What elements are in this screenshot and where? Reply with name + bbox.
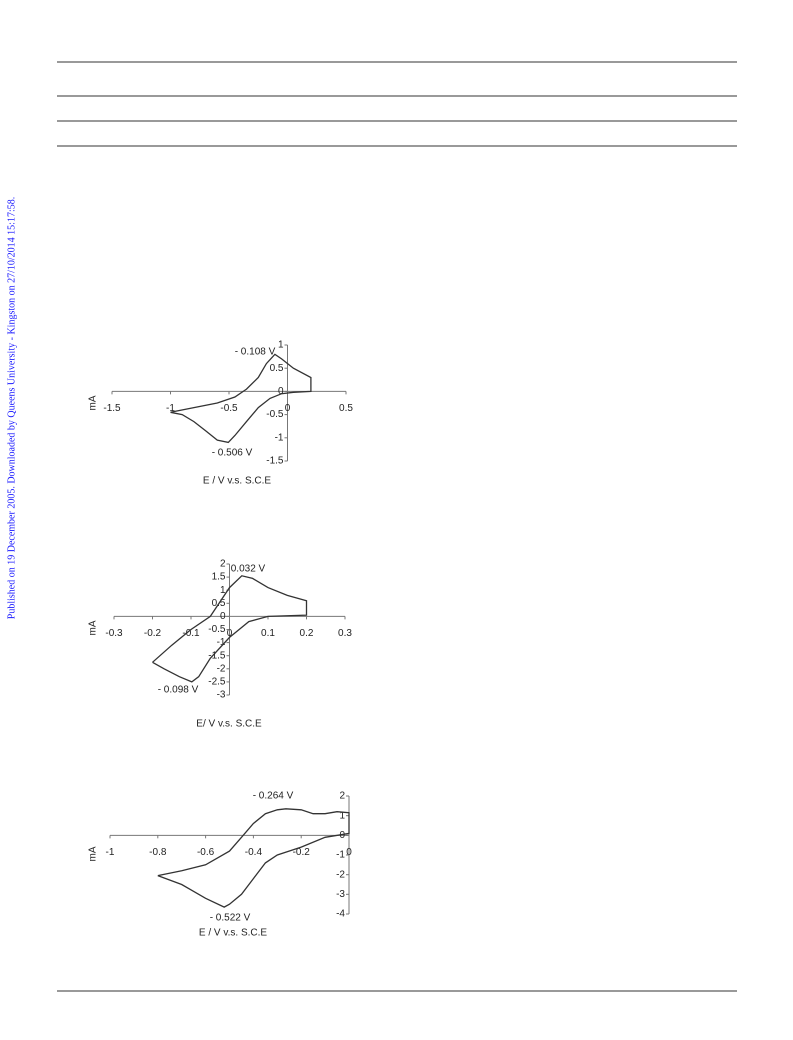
x-tick-label: -1 <box>106 847 115 858</box>
y-tick-label: 0 <box>339 830 345 841</box>
y-tick-label: 2 <box>339 791 345 802</box>
cv-curve <box>170 353 312 444</box>
y-tick-label: -2.5 <box>208 677 226 688</box>
x-tick-label: 0.2 <box>300 628 314 639</box>
y-tick-label: -3 <box>217 690 226 701</box>
y-tick-label: -3 <box>336 889 345 900</box>
y-tick-label: -2 <box>217 663 226 674</box>
x-tick-label: -1 <box>166 403 175 414</box>
y-tick-label: -0.5 <box>266 409 284 420</box>
y-tick-label: 0 <box>220 611 226 622</box>
y-tick-label: 1 <box>339 810 345 821</box>
y-tick-label: 2 <box>220 559 226 570</box>
y-tick-label: 1 <box>278 340 284 351</box>
peak-annotation: - 0.522 V <box>210 913 251 924</box>
x-tick-label: 0 <box>227 628 233 639</box>
x-tick-label: -0.2 <box>293 847 311 858</box>
peak-annotation: - 0.506 V <box>212 448 253 459</box>
cv-curve <box>152 575 308 683</box>
x-tick-label: -0.6 <box>197 847 215 858</box>
cv-curve <box>157 808 350 908</box>
x-tick-label: -1.5 <box>103 403 121 414</box>
x-tick-label: -0.1 <box>182 628 200 639</box>
x-axis-label: E/ V v.s. S.C.E <box>196 719 262 730</box>
y-tick-label: -4 <box>336 909 345 920</box>
x-tick-label: 0 <box>285 403 291 414</box>
x-tick-label: 0.5 <box>339 403 353 414</box>
peak-annotation: - 0.108 V <box>235 347 276 358</box>
y-tick-label: -1.5 <box>208 650 226 661</box>
x-tick-label: 0.3 <box>338 628 352 639</box>
y-tick-label: -1 <box>275 432 284 443</box>
x-tick-label: 0 <box>346 847 352 858</box>
y-tick-label: -1 <box>336 850 345 861</box>
y-tick-label: -2 <box>336 869 345 880</box>
x-tick-label: -0.3 <box>105 628 123 639</box>
x-tick-label: -0.2 <box>144 628 162 639</box>
peak-annotation: 0.032 V <box>231 564 266 575</box>
x-tick-label: 0.1 <box>261 628 275 639</box>
x-tick-label: -0.5 <box>220 403 238 414</box>
x-axis-label: E / V v.s. S.C.E <box>203 476 271 487</box>
y-axis-label: mA <box>88 620 99 635</box>
side-note: Published on 19 December 2005. Downloade… <box>6 197 17 619</box>
y-tick-label: -1 <box>217 637 226 648</box>
peak-annotation: - 0.098 V <box>158 685 199 696</box>
peak-annotation: - 0.264 V <box>253 791 294 802</box>
y-tick-label: 0 <box>278 386 284 397</box>
y-tick-label: -0.5 <box>208 624 226 635</box>
y-tick-label: 1.5 <box>212 572 226 583</box>
x-tick-label: -0.4 <box>245 847 263 858</box>
y-axis-label: mA <box>88 846 99 861</box>
y-tick-label: -1.5 <box>266 456 284 467</box>
y-tick-label: 1 <box>220 585 226 596</box>
x-axis-label: E / V v.s. S.C.E <box>199 928 267 939</box>
x-tick-label: -0.8 <box>149 847 167 858</box>
y-axis-label: mA <box>88 395 99 410</box>
y-tick-label: 0.5 <box>270 363 284 374</box>
